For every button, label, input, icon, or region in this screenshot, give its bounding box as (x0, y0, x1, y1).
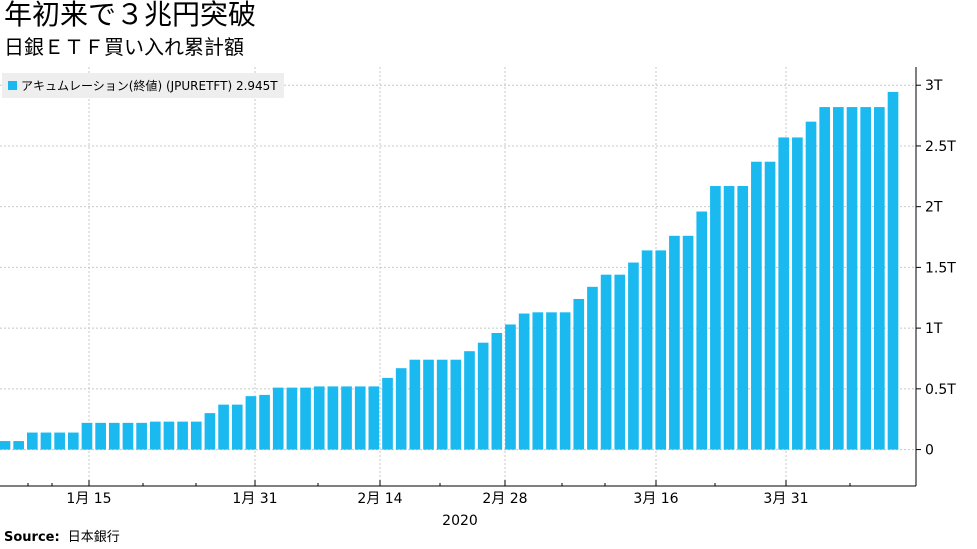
bar (573, 298, 585, 450)
y-tick-label: 2T (925, 200, 943, 216)
x-tick-label: 3月 31 (763, 491, 808, 507)
source-note: Source: 日本銀行 (4, 529, 120, 547)
bar (354, 386, 366, 450)
x-tick-label: 2月 28 (482, 491, 527, 507)
bar (81, 422, 93, 450)
bar (40, 432, 52, 450)
bar (177, 421, 188, 450)
legend-swatch (8, 81, 17, 90)
y-tick-label: 0 (925, 443, 934, 459)
bar (628, 262, 639, 450)
bar (149, 421, 161, 450)
bar (764, 161, 776, 450)
bar (13, 441, 24, 450)
y-tick-label: 2.5T (925, 139, 956, 155)
bar (682, 235, 694, 450)
x-group-label: 2020 (442, 513, 478, 529)
bar (218, 404, 229, 450)
bar (559, 312, 571, 450)
bar (409, 359, 421, 450)
bar (546, 312, 557, 450)
bar (887, 91, 899, 450)
bar (272, 387, 284, 450)
bar (423, 359, 434, 450)
bar (778, 137, 790, 450)
bar (136, 422, 147, 450)
bar (259, 394, 270, 450)
bar (846, 107, 858, 450)
bar (669, 235, 680, 450)
bar (874, 107, 885, 450)
bar (505, 324, 516, 450)
bar (327, 386, 339, 450)
x-tick-label: 3月 16 (633, 491, 678, 507)
bar (436, 359, 448, 450)
bar (26, 432, 38, 450)
chart-subtitle: 日銀ＥＴＦ買い入れ累計額 (4, 35, 244, 59)
bar (300, 387, 311, 450)
bar (723, 186, 735, 450)
bar (204, 413, 216, 450)
bar (614, 274, 626, 450)
bar (122, 422, 134, 450)
source-label: Source: (4, 530, 60, 545)
bar-layer (0, 91, 899, 450)
bar (368, 386, 380, 450)
bar (54, 432, 65, 450)
bar (0, 441, 11, 450)
bar (491, 332, 503, 450)
y-tick-label: 1T (925, 321, 943, 337)
y-tick-label: 0.5T (925, 382, 956, 398)
bar (190, 421, 202, 450)
bar (696, 211, 708, 450)
legend-background (2, 73, 284, 98)
bar (751, 161, 762, 450)
bar (341, 386, 352, 450)
bar (231, 404, 243, 450)
bar (450, 359, 462, 450)
bar (477, 342, 489, 450)
y-tick-label: 3T (925, 78, 943, 94)
legend-label: アキュムレーション(終値) (JPURETFT) 2.945T (21, 78, 278, 93)
x-tick-label: 1月 15 (66, 491, 111, 507)
bar (67, 432, 79, 450)
bar (382, 377, 393, 450)
bar (860, 107, 872, 450)
source-value: 日本銀行 (67, 530, 120, 545)
bar (395, 368, 407, 450)
bar (245, 396, 257, 450)
bar (587, 286, 598, 450)
bar (641, 250, 653, 450)
bar (286, 387, 298, 450)
y-tick-label: 1.5T (925, 260, 956, 276)
bar (737, 186, 749, 450)
chart-title: 年初来で３兆円突破 (4, 0, 257, 31)
bar (655, 250, 667, 450)
bar (95, 422, 106, 450)
bar (710, 186, 721, 450)
bar (819, 107, 831, 450)
bar (518, 313, 530, 450)
bar (532, 312, 544, 450)
bar (833, 107, 844, 450)
axis-layer: 0 0.5T 1T 1.5T 2T 2.5T 3T 1月 15 1月 31 2月 14 2月 28 3… (0, 67, 956, 529)
bar (313, 386, 325, 450)
x-tick-label: 1月 31 (232, 491, 277, 507)
bar (805, 121, 817, 450)
bar (464, 351, 475, 450)
bar (163, 421, 175, 450)
legend: アキュムレーション(終値) (JPURETFT) 2.945T (2, 73, 284, 98)
bar (600, 274, 612, 450)
bar (792, 137, 803, 450)
bar (108, 422, 120, 450)
x-tick-label: 2月 14 (357, 491, 402, 507)
